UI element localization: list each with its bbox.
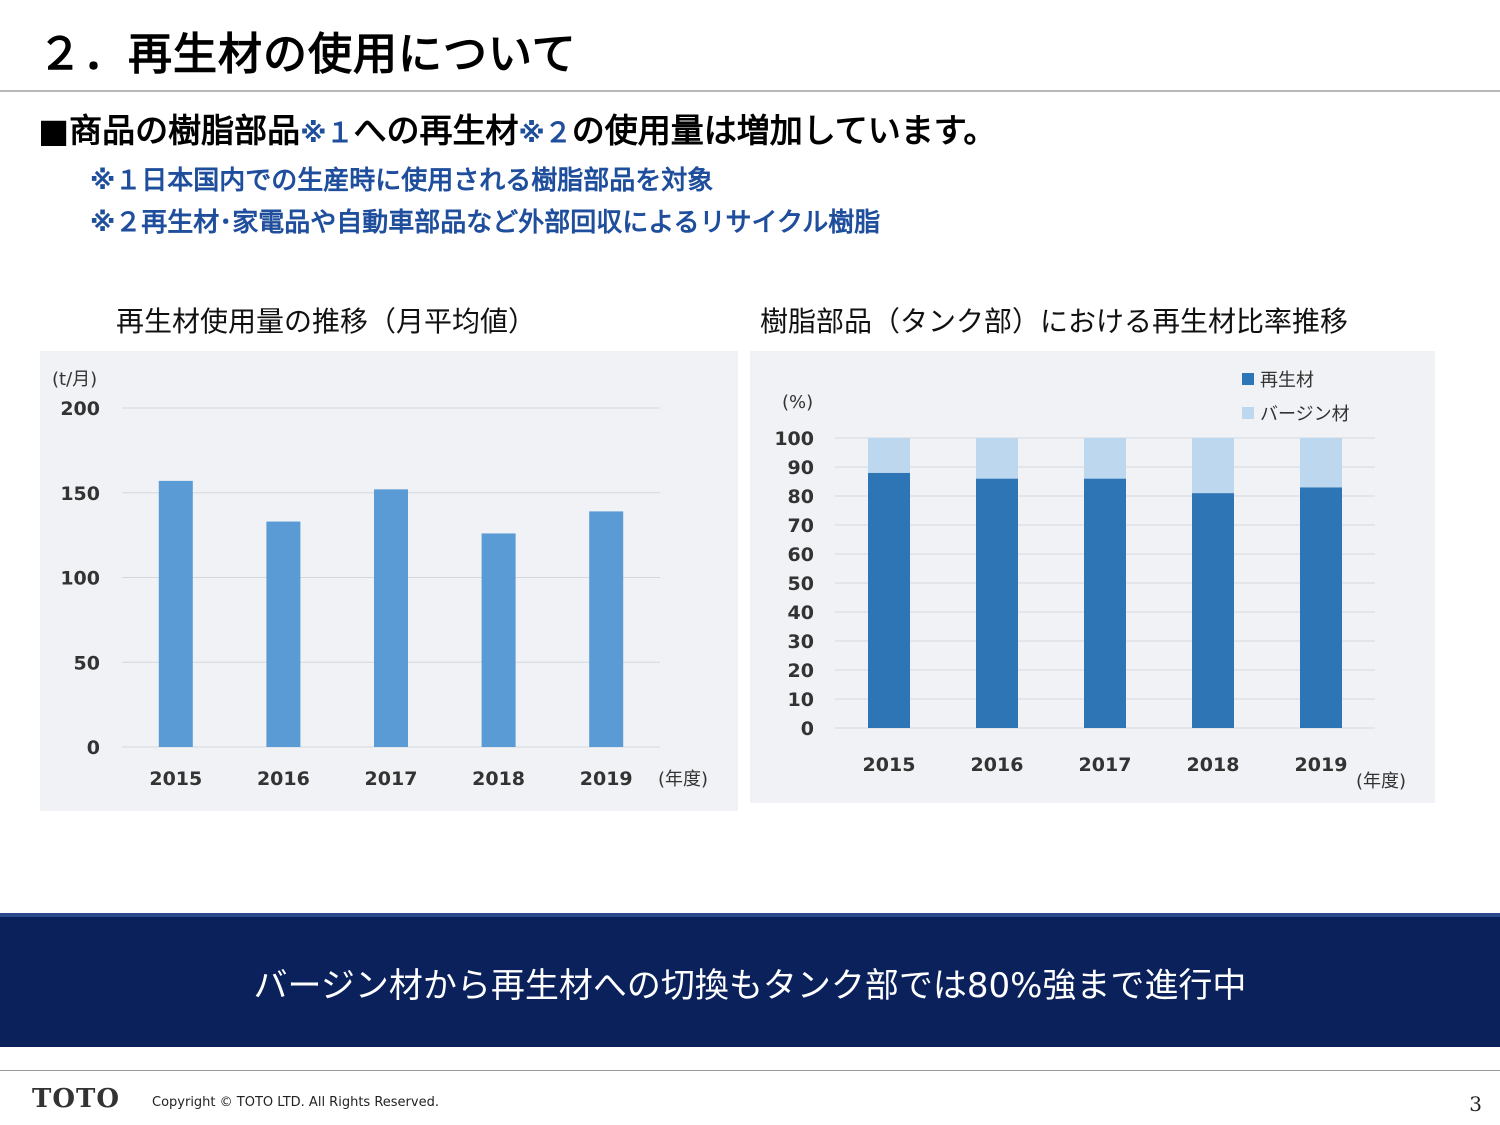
chart1-title: 再生材使用量の推移（月平均値） <box>116 305 537 338</box>
chart1-y-unit: (t/月) <box>52 369 97 390</box>
title-divider <box>0 90 1500 92</box>
chart1-x-tick: 2018 <box>472 768 525 790</box>
chart1-x-tick: 2017 <box>365 768 418 790</box>
chart2-y-tick: 20 <box>788 660 814 682</box>
footnote-2: ※２再生材･家電品や自動車部品など外部回収によるリサイクル樹脂 <box>90 208 881 238</box>
chart2-bar-segment <box>868 438 910 473</box>
chart2-legend-swatch <box>1242 407 1254 419</box>
chart2-legend-swatch <box>1242 373 1254 385</box>
chart1-panel: 0 50 100 150 200 (t/月) 2015 2016 2017 2018 2019 (年度… <box>40 351 738 811</box>
headline-note-ref-2: ※２ <box>518 118 572 149</box>
chart2-bar-segment <box>976 438 1018 479</box>
chart1-x-tick: 2016 <box>257 768 310 790</box>
page-number: 3 <box>1469 1092 1482 1116</box>
chart2-bar-segment <box>1300 438 1342 488</box>
chart2-y-tick: 100 <box>774 428 814 450</box>
chart2-y-tick: 0 <box>801 718 814 740</box>
headline: ■商品の樹脂部品※１への再生材※２の使用量は増加しています。 <box>38 104 996 152</box>
chart1-bar <box>374 489 408 747</box>
footnote-1: ※１日本国内での生産時に使用される樹脂部品を対象 <box>90 166 714 196</box>
chart2-bar-segment <box>1084 438 1126 479</box>
chart2-bar-segment <box>976 478 1018 728</box>
headline-mid: への再生材 <box>353 111 519 150</box>
chart2-bar-segment <box>1192 493 1234 728</box>
copyright-text: Copyright © TOTO LTD. All Rights Reserve… <box>152 1095 439 1110</box>
chart1-y-tick: 150 <box>60 483 100 505</box>
chart2-title: 樹脂部品（タンク部）における再生材比率推移 <box>760 305 1349 338</box>
chart2-legend-label: 再生材 <box>1260 370 1314 391</box>
chart2-svg: 0 10 20 30 40 50 60 70 80 90 100 (%) 2015 2016 2017 201… <box>774 370 1406 792</box>
chart1-bar <box>266 521 301 747</box>
headline-lead: ■商品の樹脂部品 <box>38 111 301 150</box>
chart1-x-unit: (年度) <box>658 769 708 790</box>
summary-banner-text: バージン材から再生材への切換もタンク部では80%強まで進行中 <box>253 965 1247 1006</box>
chart2-bar-segment <box>868 472 910 728</box>
headline-note-ref-1: ※１ <box>300 118 354 149</box>
chart2-y-tick: 10 <box>788 689 814 711</box>
chart2-y-tick: 60 <box>788 544 814 566</box>
chart2-y-tick: 70 <box>788 515 814 537</box>
chart2-y-unit: (%) <box>782 392 813 413</box>
footer-divider <box>0 1070 1500 1071</box>
chart1-y-tick: 100 <box>60 568 100 590</box>
chart1-x-tick: 2019 <box>580 768 633 790</box>
chart2-x-tick: 2019 <box>1295 754 1348 776</box>
chart2-legend-label: バージン材 <box>1260 404 1350 425</box>
chart2-x-tick: 2015 <box>863 754 916 776</box>
chart1-x-tick: 2015 <box>149 768 202 790</box>
chart1-y-tick: 50 <box>74 652 100 674</box>
chart2-y-tick: 80 <box>788 486 814 508</box>
chart2-x-tick: 2018 <box>1187 754 1240 776</box>
chart1-y-tick: 200 <box>60 398 100 420</box>
chart2-bar-segment <box>1192 438 1234 494</box>
chart1-y-tick: 0 <box>87 737 100 759</box>
chart2-bar-segment <box>1084 478 1126 728</box>
chart1-bar <box>589 511 624 747</box>
chart2-y-tick: 90 <box>788 457 814 479</box>
chart1-svg: 0 50 100 150 200 (t/月) 2015 2016 2017 2018 2019 (年度… <box>52 369 708 790</box>
toto-logo: TOTO <box>32 1084 120 1114</box>
chart2-bar-segment <box>1300 487 1342 728</box>
chart2-x-tick: 2016 <box>971 754 1024 776</box>
summary-banner: バージン材から再生材への切換もタンク部では80%強まで進行中 <box>0 913 1500 1047</box>
chart2-panel: 0 10 20 30 40 50 60 70 80 90 100 (%) 2015 2016 2017 201… <box>750 351 1435 803</box>
headline-tail: の使用量は増加しています。 <box>571 111 997 150</box>
chart1-bar <box>158 480 193 747</box>
chart2-y-tick: 50 <box>788 573 814 595</box>
chart2-x-tick: 2017 <box>1079 754 1132 776</box>
page-title: ２．再生材の使用について <box>38 29 577 80</box>
chart2-x-unit: (年度) <box>1356 771 1406 792</box>
chart2-y-tick: 30 <box>788 631 814 653</box>
chart2-y-tick: 40 <box>788 602 814 624</box>
chart1-bar <box>481 533 516 747</box>
